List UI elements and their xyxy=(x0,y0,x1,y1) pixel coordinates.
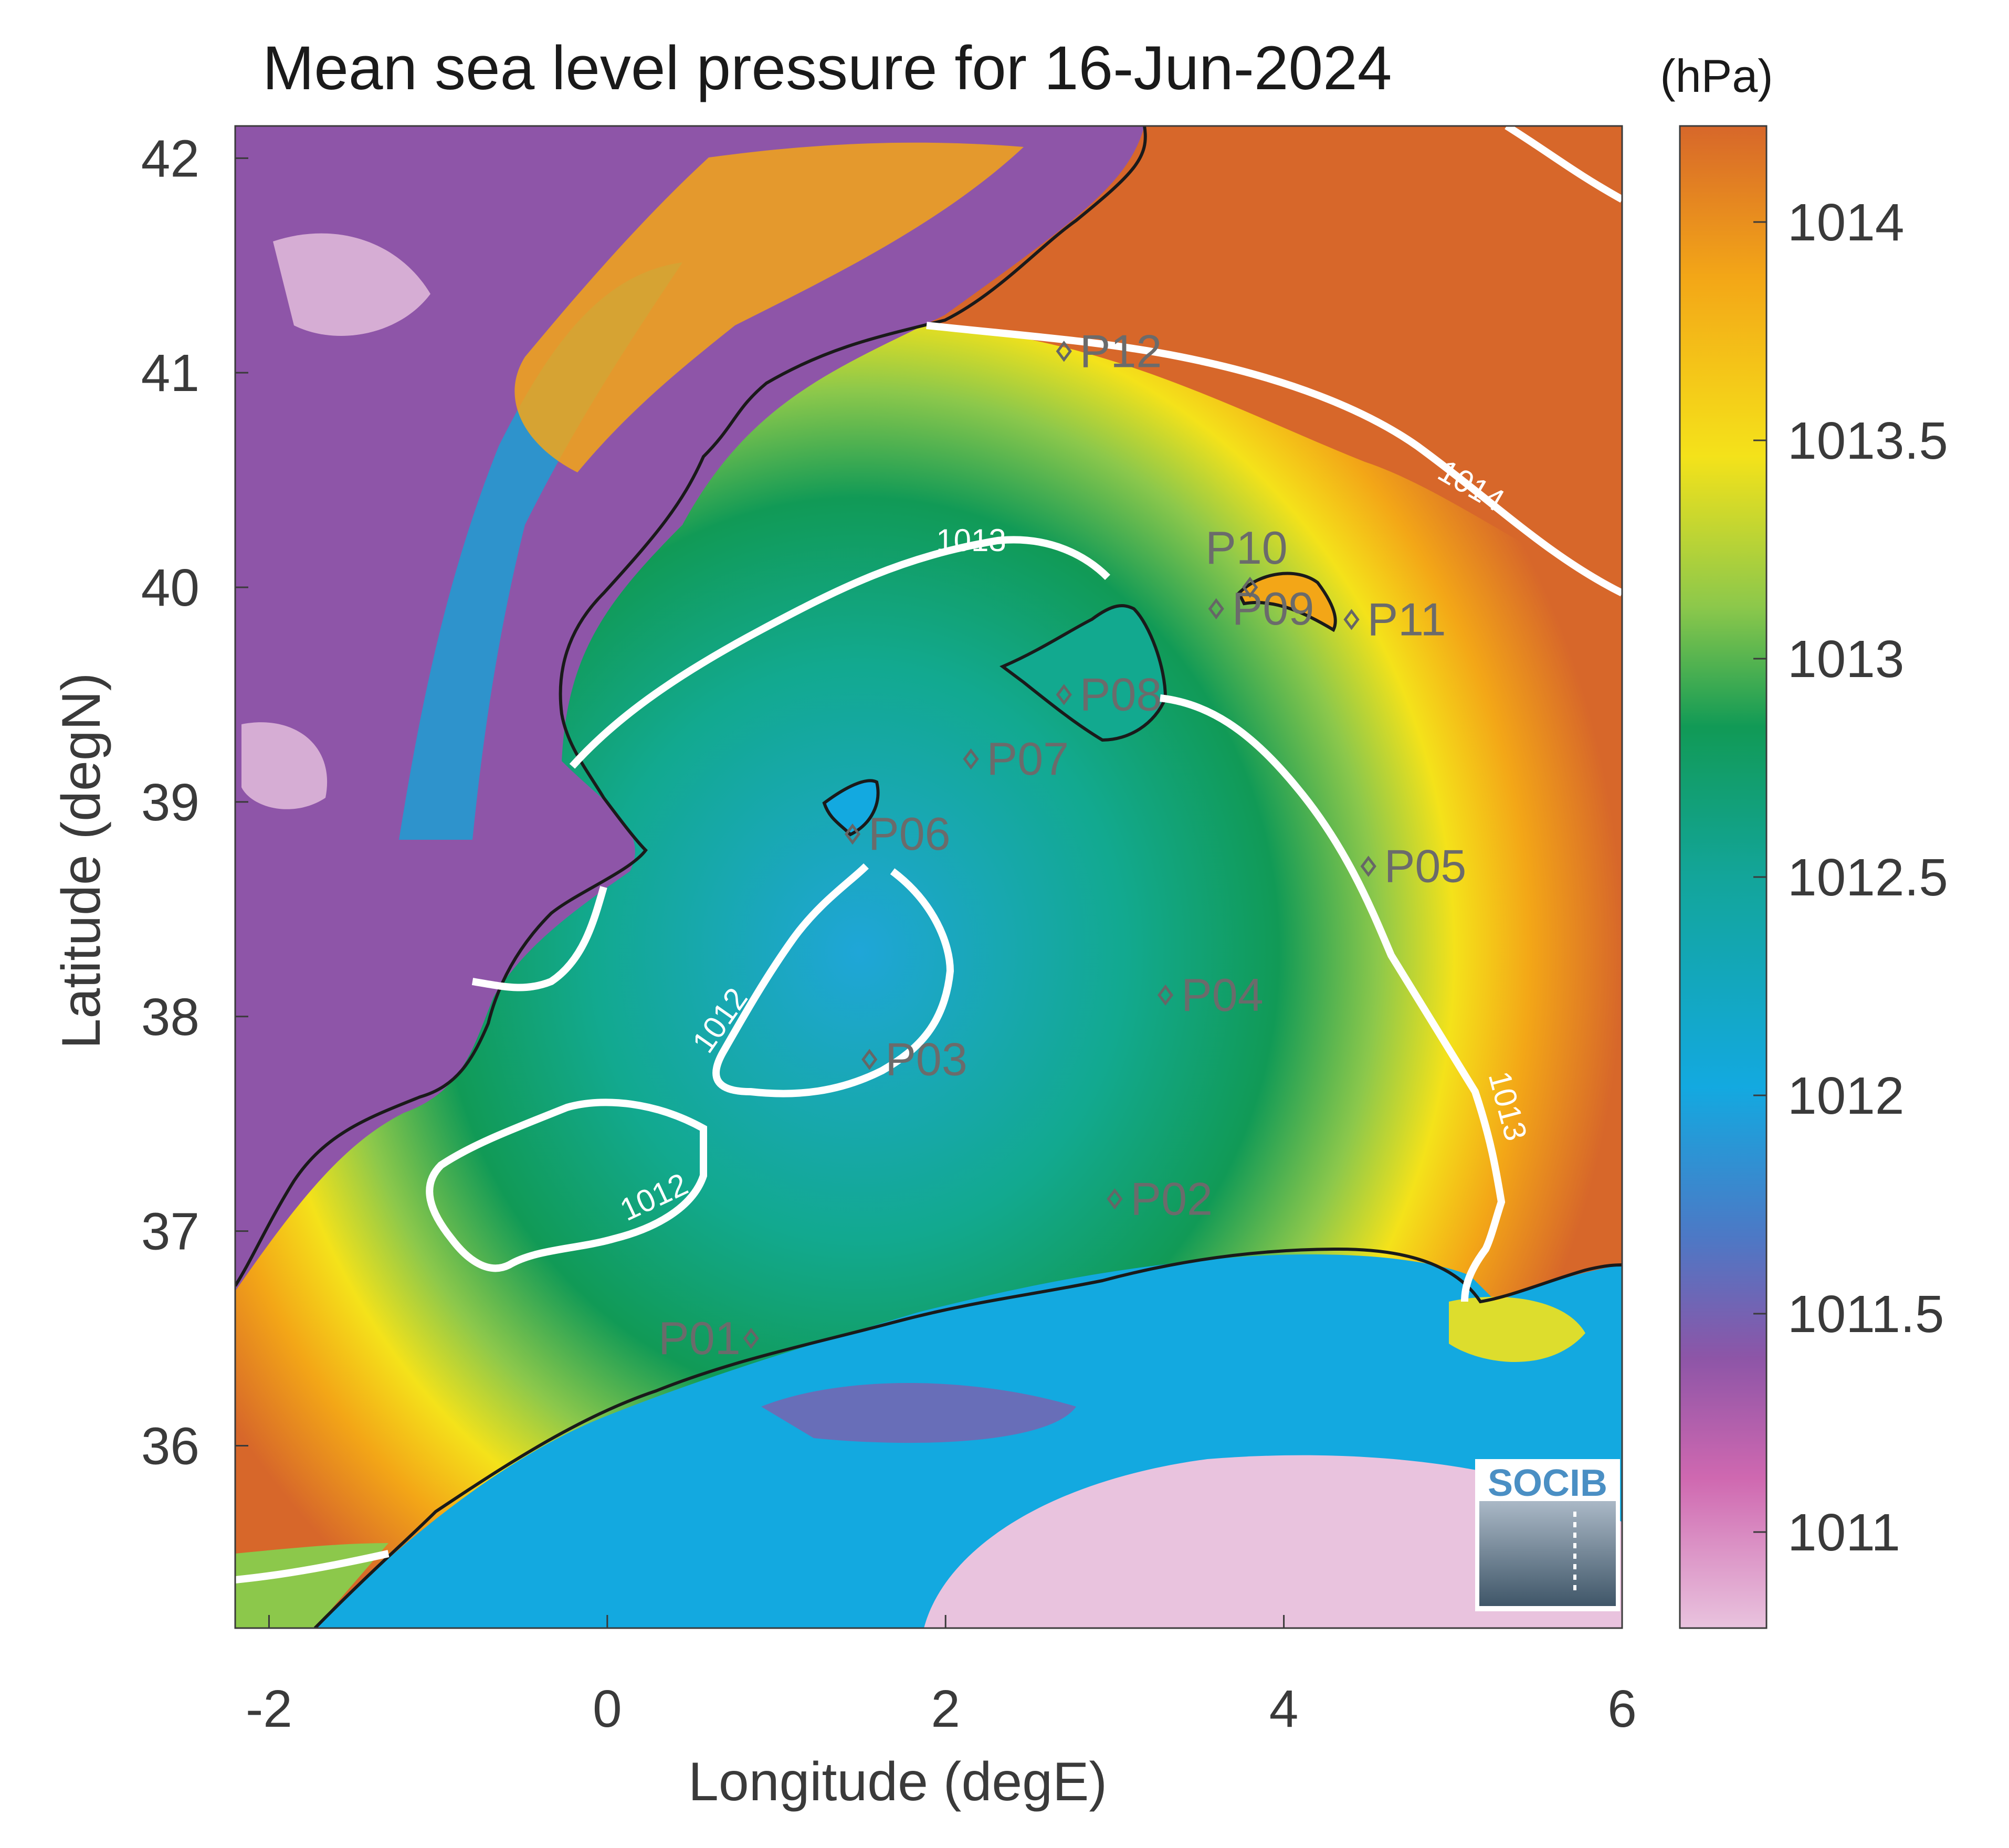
station-label: P02 xyxy=(1130,1173,1213,1224)
map-title: Mean sea level pressure for 16-Jun-2024 xyxy=(262,34,1392,103)
africa-purple-area xyxy=(761,1383,1076,1443)
station-p02: P02 xyxy=(1107,1173,1213,1224)
station-p10: P10 xyxy=(1205,522,1288,598)
station-label: P05 xyxy=(1384,840,1467,892)
y-tick-label: 41 xyxy=(141,344,199,403)
colorbar-ramp xyxy=(1679,125,1768,1629)
iberia-land xyxy=(235,126,1144,1291)
iberia-pale-area xyxy=(273,233,430,336)
station-marker xyxy=(743,1327,759,1349)
ibiza-island xyxy=(822,779,880,837)
contour-1014 xyxy=(926,322,1622,597)
iberia-pale-area xyxy=(241,722,328,809)
station-label: P08 xyxy=(1080,668,1162,720)
station-marker xyxy=(1056,684,1072,705)
high-pressure-area xyxy=(924,126,1622,593)
colorbar-tick-labels: 1014 1013.5 1013 1012.5 1012 1011.5 1011 xyxy=(1753,193,1948,1562)
station-p11: P11 xyxy=(1343,593,1446,645)
y-tick-labels: 42 41 40 39 38 37 36 xyxy=(141,129,248,1475)
x-tick-label: 0 xyxy=(593,1680,622,1738)
station-marker xyxy=(1157,984,1174,1006)
colorbar-tick-label: 1013.5 xyxy=(1787,411,1948,470)
x-tick-labels: -2 0 2 4 6 xyxy=(246,1615,1637,1738)
y-tick-label: 42 xyxy=(141,129,199,188)
station-marker xyxy=(1208,598,1224,620)
station-label: P01 xyxy=(658,1312,741,1364)
socib-logo: SOCIB xyxy=(1475,1459,1620,1611)
x-axis-label: Longitude (degE) xyxy=(688,1751,1107,1812)
colorbar-tick-label: 1013 xyxy=(1787,630,1904,689)
contour-1014-ne xyxy=(1505,126,1622,203)
contour-label: 1013 xyxy=(936,523,1006,558)
station-p03: P03 xyxy=(861,1033,967,1085)
station-label: P10 xyxy=(1205,522,1288,574)
y-tick-label: 40 xyxy=(141,558,199,617)
station-label: P06 xyxy=(868,808,951,860)
station-label: P11 xyxy=(1367,593,1446,645)
contour-1012-west xyxy=(471,886,607,991)
station-label: P09 xyxy=(1232,583,1314,635)
y-tick-label: 38 xyxy=(141,988,199,1047)
contour-1013-east xyxy=(1160,694,1506,1302)
station-p04: P04 xyxy=(1157,969,1264,1021)
station-p01: P01 xyxy=(658,1312,759,1364)
y-tick-label: 37 xyxy=(141,1202,199,1261)
contour-1013-north xyxy=(569,536,1110,769)
x-tick-label: 4 xyxy=(1269,1680,1299,1738)
station-p07: P07 xyxy=(963,733,1069,785)
station-marker xyxy=(963,748,979,770)
colorbar-tick-label: 1014 xyxy=(1787,193,1904,252)
iberia-coastline xyxy=(235,126,1147,1287)
colorbar-unit: (hPa) xyxy=(1660,50,1773,102)
station-marker xyxy=(1360,856,1376,877)
y-axis-label: Latitude (degN) xyxy=(51,673,112,1049)
contour-1012-sw xyxy=(235,1550,390,1583)
station-marker xyxy=(1107,1188,1123,1210)
africa-hotspots xyxy=(1449,1296,1585,1362)
station-label: P12 xyxy=(1080,325,1162,377)
colorbar-tick-label: 1011 xyxy=(1787,1503,1900,1562)
station-marker xyxy=(1343,609,1360,630)
station-marker xyxy=(1056,341,1072,362)
iberia-coastal-band xyxy=(399,262,682,840)
x-tick-label: -2 xyxy=(246,1680,292,1738)
africa-pink-area xyxy=(924,1455,1622,1628)
x-tick-label: 6 xyxy=(1607,1680,1637,1738)
station-marker xyxy=(1242,576,1258,598)
station-marker xyxy=(844,823,861,845)
y-tick-label: 36 xyxy=(141,1417,199,1475)
map-frame xyxy=(234,125,1623,1629)
menorca-island xyxy=(1237,572,1337,632)
socib-logo-text: SOCIB xyxy=(1488,1462,1607,1504)
station-label: P03 xyxy=(885,1033,967,1085)
colorbar-tick-label: 1012 xyxy=(1787,1066,1904,1125)
station-marker xyxy=(861,1049,878,1070)
contour-1012-loop xyxy=(712,863,954,1097)
y-tick-label: 39 xyxy=(141,773,199,832)
x-tick-label: 2 xyxy=(931,1680,960,1738)
station-p06: P06 xyxy=(844,808,951,860)
iberia-highlands xyxy=(514,142,1024,473)
station-p12: P12 xyxy=(1056,325,1162,377)
station-label: P07 xyxy=(987,733,1069,785)
colorbar-tick-label: 1011.5 xyxy=(1787,1285,1944,1344)
colorbar-tick-label: 1012.5 xyxy=(1787,848,1948,907)
africa-coastline xyxy=(313,1247,1622,1628)
mallorca-island xyxy=(1000,604,1167,742)
station-label: P04 xyxy=(1181,969,1264,1021)
station-p05: P05 xyxy=(1360,840,1467,892)
station-p08: P08 xyxy=(1056,668,1162,720)
map-panel: SOCIB xyxy=(235,126,1622,1628)
contour-1012-south xyxy=(426,1099,707,1272)
colorbar: (hPa) 1014 1013.5 1013 1012.5 1012 1011.5 1011 xyxy=(1660,50,1948,1629)
